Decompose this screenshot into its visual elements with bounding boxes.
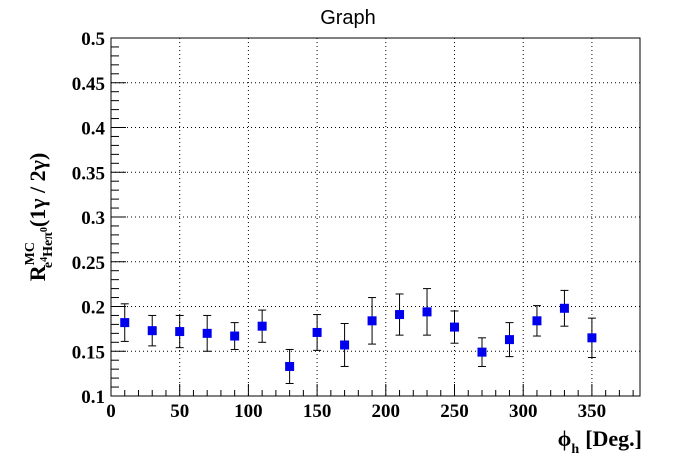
y-axis-label: RMC e4Heπ0(1γ / 2γ) [23,153,56,282]
y-axis-label-sub-part2: Heπ [41,232,56,257]
x-axis-label-unit: [Deg.] [585,426,642,451]
data-point [230,322,240,350]
point-marker [202,328,212,338]
data-point [120,303,130,342]
point-marker [147,326,157,336]
point-marker [120,318,130,328]
y-tick-label: 0.45 [72,74,105,95]
data-point [587,317,597,359]
y-tick-label: 0.4 [81,119,105,140]
x-tick-label: 200 [372,401,401,422]
x-tick-label: 150 [303,401,332,422]
point-marker [450,322,460,332]
point-marker [587,333,597,343]
data-point [175,314,185,349]
point-marker [175,327,185,337]
y-tick-label: 0.1 [81,387,105,408]
data-point [202,314,212,352]
data-point [285,348,295,384]
x-axis-label-main: ϕ [558,426,572,451]
point-marker [559,303,569,313]
x-tick-label: 300 [509,401,538,422]
point-marker [285,361,295,371]
data-point [422,288,432,336]
data-point [559,289,569,327]
y-tick-label: 0.3 [81,208,105,229]
x-tick-label: 250 [440,401,469,422]
y-tick-label: 0.35 [72,163,105,184]
x-axis-label-sub: h [571,442,579,457]
grid-lines [111,38,640,396]
point-marker [504,335,514,345]
x-axis-label: ϕh [Deg.] [558,426,642,457]
y-axis-label-main: R [25,264,50,281]
x-tick-label: 350 [578,401,607,422]
point-marker [340,340,350,350]
data-point [450,310,460,344]
y-tick-label: 0.25 [72,253,105,274]
data-point [147,314,157,347]
data-point [257,309,267,343]
point-marker [312,327,322,337]
axis-ticks [110,37,634,397]
point-marker [367,316,377,326]
point-marker [532,316,542,326]
data-point [504,322,514,358]
tick-labels: 0 50 100 150 200 250 300 350 0.1 0.15 0.2 0.25 0.3 0.… [72,29,606,422]
y-axis-label-sup: MC [23,242,38,265]
y-axis-label-suffix: (1γ / 2γ) [25,153,50,227]
y-tick-label: 0.5 [81,29,105,50]
data-point [477,337,487,367]
point-marker [257,321,267,331]
y-tick-label: 0.2 [81,298,105,319]
data-points [120,288,597,384]
point-marker [230,331,240,341]
data-point [312,314,322,351]
point-marker [395,310,405,320]
y-tick-label: 0.15 [72,342,105,363]
point-marker [477,347,487,357]
data-point [395,293,405,336]
data-point [340,323,350,367]
chart-title: Graph [320,7,376,29]
point-marker [422,307,432,317]
y-axis-label-sub-part1: e [41,262,56,268]
x-tick-label: 50 [170,401,189,422]
y-axis-label-sub-sup2: 0 [39,227,50,232]
y-axis-label-sub-sup: 4 [39,257,50,262]
x-tick-label: 100 [234,401,263,422]
data-point [532,305,542,337]
data-point [367,297,377,345]
x-tick-label: 0 [106,401,116,422]
